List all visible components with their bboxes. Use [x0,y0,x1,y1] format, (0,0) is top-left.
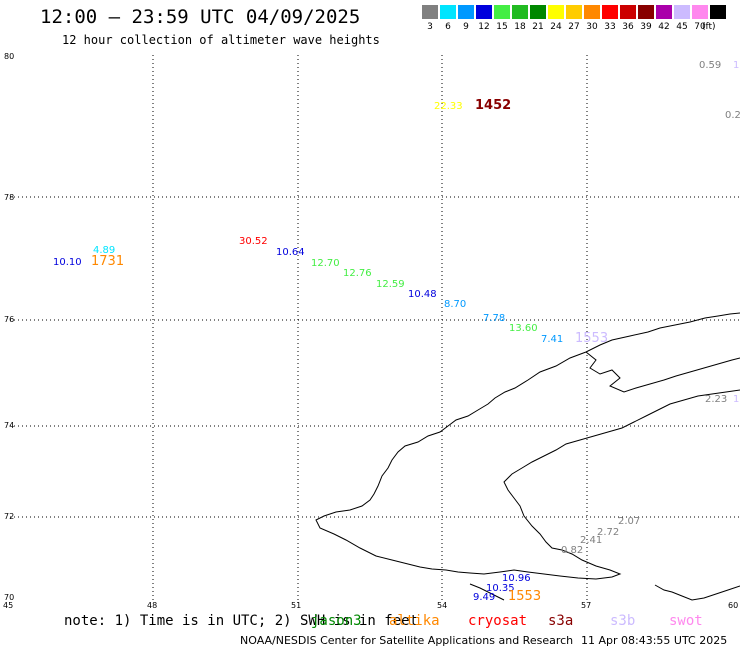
wave-height-label: 7.41 [541,334,564,345]
legend-level-label: 33 [604,22,616,32]
legend-swatch [674,5,690,19]
wave-height-label: 0.82 [561,545,584,556]
wave-height-label: 0.59 [699,60,722,71]
credit-line: NOAA/NESDIS Center for Satellite Applica… [240,634,574,647]
wave-height-label: 10.35 [486,583,515,594]
satellite-jason3: jason3 [311,613,362,629]
legend-swatch [566,5,582,19]
wave-height-label: 22.33 [434,101,463,112]
satellite-s3a: s3a [548,613,574,629]
wave-height-label: 9.49 [473,592,496,603]
wave-height-label: 12.76 [343,268,372,279]
satellite-swot: swot [669,613,703,629]
latitude-tick-label: 80 [4,52,15,61]
legend-swatch [494,5,510,19]
legend-swatch [638,5,654,19]
wave-height-label: 0.2 [725,110,740,121]
legend-swatch [656,5,672,19]
legend-level-label: 12 [478,22,490,32]
legend-level-label: 15 [496,22,508,32]
latitude-tick-label: 70 [4,593,15,602]
footer-note: note: 1) Time is in UTC; 2) SWH is in fe… [64,613,419,629]
wave-height-label: 12.59 [376,279,405,290]
legend-swatch [620,5,636,19]
legend-swatch [512,5,528,19]
legend-level-label: 27 [568,22,580,32]
wave-height-label: 2.23 [705,394,728,405]
latitude-tick-label: 76 [4,315,15,324]
legend-unit: (ft) [702,22,716,32]
legend-level-label: 18 [514,22,526,32]
wave-height-label: 2.07 [618,516,641,527]
satellite-cryosat: cryosat [468,613,528,629]
page-title: 12:00 – 23:59 UTC 04/09/2025 [40,6,361,28]
satellite-s3b: s3b [610,613,636,629]
wave-height-label: 8.70 [444,299,467,310]
legend-swatch [476,5,492,19]
longitude-tick-label: 54 [437,601,448,610]
legend-swatch [530,5,546,19]
wave-height-label: 4.89 [93,245,116,256]
longitude-tick-label: 45 [3,601,14,610]
legend-swatch [692,5,708,19]
legend-swatch [584,5,600,19]
legend-level-label: 70 [694,22,706,32]
longitude-tick-label: 60 [728,601,739,610]
legend-level-label: 45 [676,22,688,32]
legend-swatch [710,5,726,19]
wave-height-label: 30.52 [239,236,268,247]
legend-level-label: 21 [532,22,544,32]
wave-height-label: 2.41 [580,535,603,546]
wave-height-label: 12.70 [311,258,340,269]
legend-level-label: 9 [463,22,469,32]
wave-height-label: 10.64 [276,247,305,258]
page-subtitle: 12 hour collection of altimeter wave hei… [62,33,380,47]
legend-level-label: 39 [640,22,652,32]
wave-height-label: 10.48 [408,289,437,300]
pass-time-label: 1731 [91,254,125,269]
latitude-tick-label: 72 [4,512,15,521]
legend-swatch [602,5,618,19]
pass-time-label: 1553 [575,331,609,346]
wave-height-label: 10.10 [53,257,82,268]
legend-level-label: 3 [427,22,433,32]
wave-height-label: 1 [733,394,740,405]
latitude-tick-label: 74 [4,421,15,430]
graticule [10,55,740,600]
generated-timestamp: 11 Apr 08:43:55 UTC 2025 [581,634,728,647]
legend-swatch [440,5,456,19]
wave-height-label: 10.96 [502,573,531,584]
longitude-tick-label: 57 [581,601,592,610]
legend-level-label: 42 [658,22,670,32]
wave-height-label: 7.78 [483,313,506,324]
legend-swatch [422,5,438,19]
legend-swatch [458,5,474,19]
legend-swatch [548,5,564,19]
legend-level-label: 36 [622,22,634,32]
longitude-tick-label: 51 [291,601,302,610]
satellite-altika: altika [389,613,440,629]
legend-level-label: 24 [550,22,562,32]
latitude-tick-label: 78 [4,193,15,202]
wave-height-label: 1 [733,60,740,71]
coastline [315,312,740,601]
pass-time-label: 1452 [475,98,512,113]
longitude-tick-label: 48 [147,601,158,610]
wave-height-label: 2.72 [597,527,620,538]
legend-level-label: 6 [445,22,451,32]
legend-level-label: 30 [586,22,598,32]
wave-height-label: 13.60 [509,323,538,334]
pass-time-label: 1553 [508,589,542,604]
